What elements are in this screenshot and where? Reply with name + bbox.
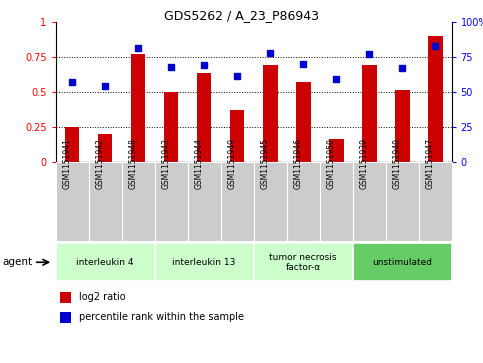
Bar (320, 162, 353, 241)
Bar (286, 162, 320, 241)
Bar (353, 243, 452, 281)
Bar (353, 162, 385, 241)
Text: tumor necrosis
factor-α: tumor necrosis factor-α (270, 253, 337, 272)
Bar (385, 162, 419, 241)
Bar (130, 54, 145, 162)
Text: agent: agent (2, 257, 32, 267)
Bar (88, 162, 122, 241)
Bar (229, 110, 244, 162)
Text: GSM1151947: GSM1151947 (426, 138, 435, 189)
Text: unstimulated: unstimulated (372, 258, 432, 267)
Bar (427, 36, 442, 162)
Text: GSM1151948: GSM1151948 (129, 139, 138, 189)
Bar (155, 162, 187, 241)
Text: log2 ratio: log2 ratio (79, 292, 125, 302)
Text: GSM1151939: GSM1151939 (360, 138, 369, 189)
Text: GSM1151946: GSM1151946 (294, 138, 303, 189)
Text: GSM1151945: GSM1151945 (261, 138, 270, 189)
Bar (254, 162, 286, 241)
Text: GSM1151944: GSM1151944 (195, 138, 204, 189)
Bar (98, 134, 113, 162)
Bar (221, 162, 254, 241)
Bar (59, 291, 71, 303)
Bar (56, 162, 88, 241)
Text: GSM1151950: GSM1151950 (327, 138, 336, 189)
Text: interleukin 13: interleukin 13 (172, 258, 236, 267)
Text: GDS5262 / A_23_P86943: GDS5262 / A_23_P86943 (164, 9, 319, 22)
Bar (187, 162, 221, 241)
Bar (65, 127, 80, 162)
Text: GSM1151941: GSM1151941 (63, 139, 72, 189)
Bar (164, 91, 179, 162)
Text: percentile rank within the sample: percentile rank within the sample (79, 312, 243, 322)
Text: interleukin 4: interleukin 4 (76, 258, 134, 267)
Bar (296, 82, 311, 162)
Bar (59, 311, 71, 323)
Bar (254, 243, 353, 281)
Bar (155, 243, 254, 281)
Bar (263, 65, 278, 162)
Bar (56, 243, 155, 281)
Bar (122, 162, 155, 241)
Bar (197, 73, 212, 162)
Bar (362, 65, 377, 162)
Text: GSM1151949: GSM1151949 (228, 138, 237, 189)
Bar (328, 139, 343, 162)
Bar (419, 162, 452, 241)
Text: GSM1151940: GSM1151940 (393, 138, 402, 189)
Text: GSM1151943: GSM1151943 (162, 138, 171, 189)
Bar (395, 90, 410, 162)
Text: GSM1151942: GSM1151942 (96, 139, 105, 189)
